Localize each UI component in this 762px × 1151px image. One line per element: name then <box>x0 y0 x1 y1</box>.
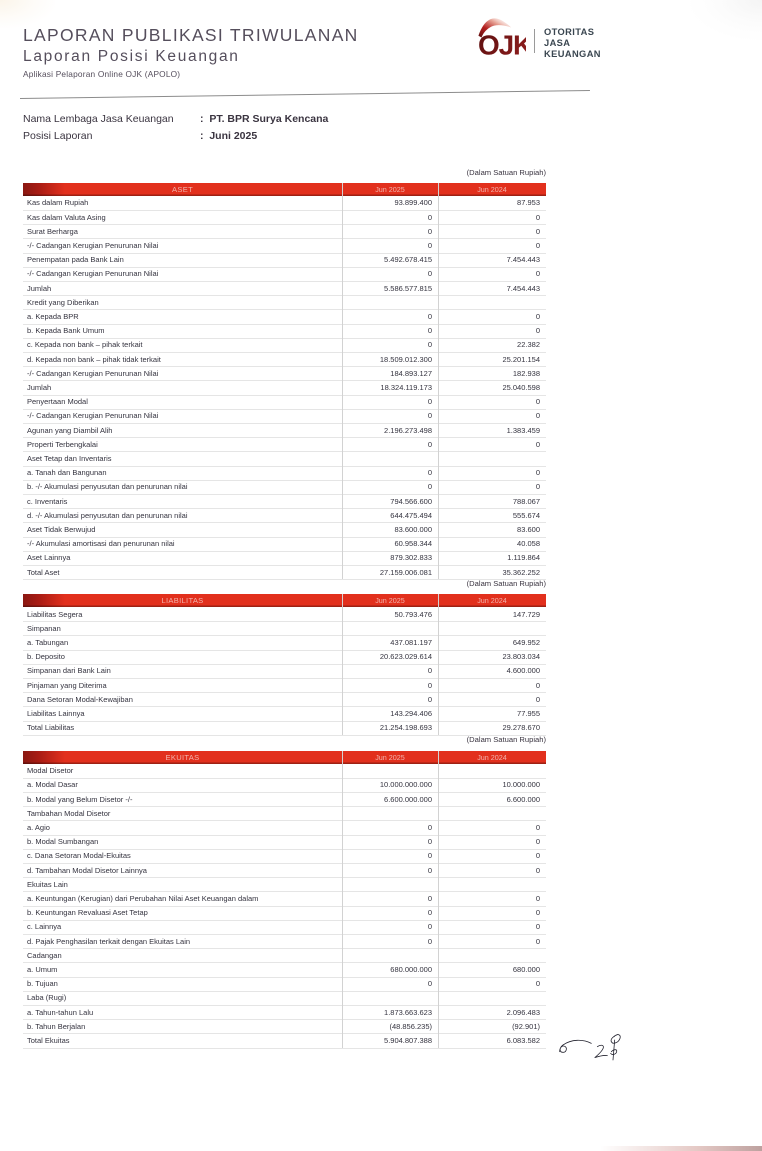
svg-text:OJK: OJK <box>478 29 526 57</box>
